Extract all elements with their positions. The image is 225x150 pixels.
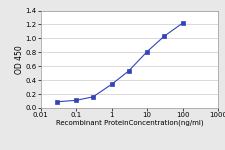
X-axis label: Recombinant ProteinConcentration(ng/ml): Recombinant ProteinConcentration(ng/ml) bbox=[56, 120, 203, 126]
Y-axis label: OD 450: OD 450 bbox=[15, 45, 24, 74]
